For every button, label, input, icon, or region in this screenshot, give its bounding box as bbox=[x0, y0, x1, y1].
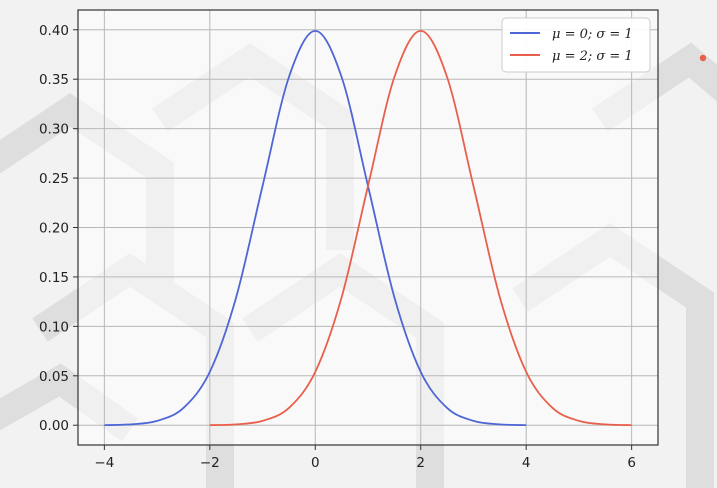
y-tick-label: 0.40 bbox=[39, 23, 69, 39]
legend-label-0: μ = 0; σ = 1 bbox=[552, 27, 633, 42]
y-tick-label: 0.30 bbox=[39, 122, 69, 138]
x-tick-label: 6 bbox=[627, 455, 636, 471]
y-tick-label: 0.20 bbox=[39, 221, 69, 237]
y-tick-label: 0.25 bbox=[39, 171, 69, 187]
y-tick-label: 0.00 bbox=[39, 418, 69, 434]
series-line-0 bbox=[104, 29, 527, 427]
series-line-1 bbox=[209, 29, 632, 427]
x-tick-label: 4 bbox=[522, 455, 531, 471]
legend-label-1: μ = 2; σ = 1 bbox=[552, 49, 633, 64]
y-tick-label: 0.10 bbox=[39, 319, 69, 335]
y-tick-label: 0.35 bbox=[39, 72, 69, 88]
y-tick-label: 0.05 bbox=[39, 369, 69, 385]
x-tick-label: −2 bbox=[200, 455, 220, 471]
x-tick-label: −4 bbox=[94, 455, 114, 471]
marker-dot bbox=[699, 54, 707, 62]
x-tick-label: 2 bbox=[416, 455, 425, 471]
axis-ticks: −4 −2 0 2 4 6 0.00 0.05 0.10 0.15 0.20 0.25 0.30 0.35… bbox=[39, 23, 636, 471]
legend-box bbox=[501, 17, 651, 73]
y-tick-label: 0.15 bbox=[39, 270, 69, 286]
x-tick-label: 0 bbox=[311, 455, 320, 471]
grid-lines bbox=[78, 10, 658, 445]
series-layer bbox=[104, 29, 632, 427]
legend: μ = 0; σ = 1 μ = 2; σ = 1 bbox=[501, 17, 651, 73]
